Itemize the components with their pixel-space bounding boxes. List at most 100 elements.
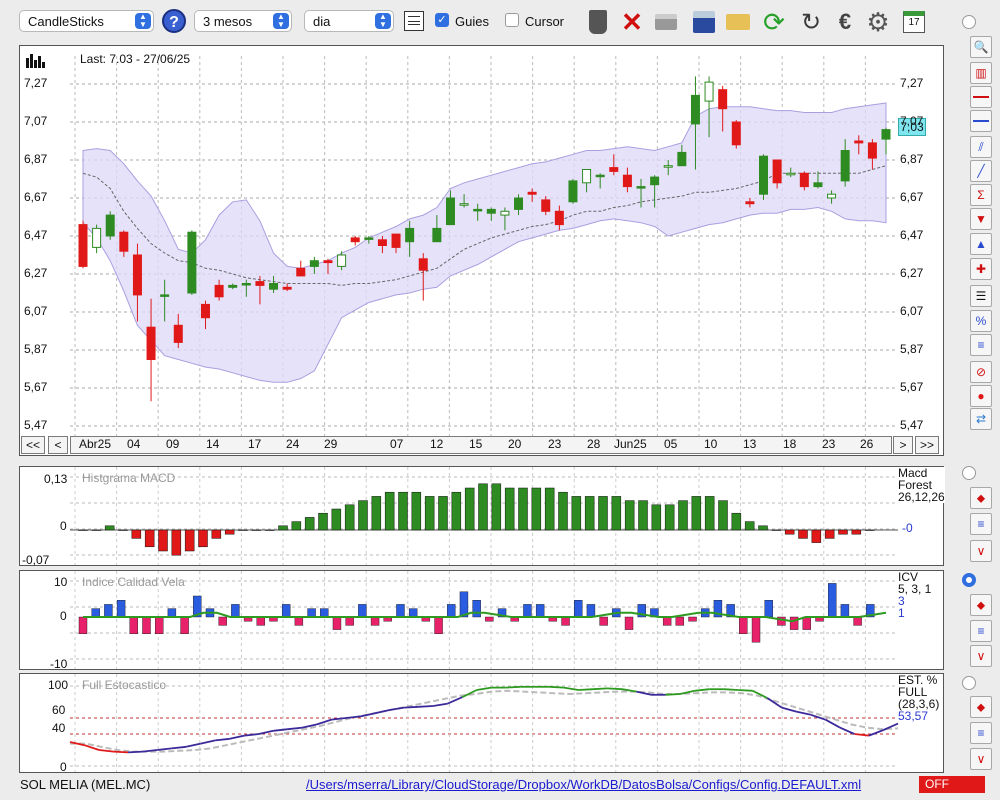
macd-bar [264,529,275,531]
trash-icon[interactable] [584,8,612,36]
folder-open-icon[interactable] [724,8,752,36]
nav-next-button[interactable]: > [893,436,913,454]
macd-bar [251,529,262,531]
stoch-percent-icon[interactable]: ≡ [970,722,992,744]
toolbar: CandleSticks ▲ ▼ ? 3 mesos ▲ ▼ dia ▲ ▼ ✓ Gu… [0,0,1000,44]
candle-body [364,237,374,240]
macd-curve-icon[interactable]: ∨ [970,540,992,562]
icv-radio[interactable] [962,573,976,587]
guides-checkbox[interactable]: ✓ [435,13,449,27]
macd-bar [158,529,168,552]
period-select[interactable]: 3 mesos ▲ ▼ [194,10,292,32]
hline-red-icon[interactable] [970,86,992,108]
fibonacci-icon[interactable]: Σ [970,184,992,206]
euro-icon[interactable]: € [838,9,852,34]
help-icon[interactable]: ? [162,9,186,33]
y-tick-left: 7,07 [24,114,48,128]
stoch-y-0: 0 [60,760,67,774]
save-icon[interactable] [690,8,718,36]
chart-type-value: CandleSticks [28,14,104,29]
swap-icon[interactable]: ⇄ [970,408,992,430]
candles-icon[interactable]: ▥ [970,62,992,84]
stoch-signals-icon[interactable]: ⬥ [970,696,992,718]
stoch-chart[interactable] [20,674,943,772]
candle-body [514,197,524,210]
macd-signals-icon[interactable]: ⬥ [970,487,992,509]
record-icon[interactable]: ● [970,385,992,407]
zoom-icon[interactable]: 🔍 [970,36,992,58]
stoch-k-segment [476,686,492,691]
y-tick-right: 5,87 [900,342,924,356]
icv-bar [408,608,418,618]
stoch-curve-icon[interactable]: ∨ [970,748,992,770]
icv-bar [434,616,443,634]
macd-bar [304,517,315,531]
icv-bar [751,616,761,643]
main-radio[interactable] [962,15,976,29]
delete-icon[interactable]: ✕ [621,6,643,37]
candle-body [405,227,415,243]
stop-icon[interactable]: ⊘ [970,361,992,383]
candle-body [146,326,156,361]
refresh-icon[interactable]: ⟳ [763,6,785,37]
candle-body [609,167,619,172]
interval-select[interactable]: dia ▲ ▼ [304,10,394,32]
icv-curve-icon[interactable]: ∨ [970,645,992,667]
icv-bar [764,600,773,618]
bar-chart-icon[interactable] [26,52,45,68]
macd-chart[interactable] [20,467,943,565]
macd-bar [171,529,182,556]
stoch-radio[interactable] [962,676,976,690]
list-icon[interactable]: ☰ [970,285,992,307]
icv-signals-icon[interactable]: ⬥ [970,594,992,616]
trendline-icon[interactable]: ╱ [970,160,992,182]
y-tick-left: 6,27 [24,266,48,280]
macd-bar [678,500,688,531]
icv-chart[interactable] [20,571,943,669]
macd-bar [518,487,528,531]
x-tick-label: 12 [430,437,444,451]
x-tick-label: 13 [743,437,757,451]
x-tick-label: 07 [390,437,404,451]
buy-sell-icon[interactable]: ✚ [970,258,992,280]
chart-type-select[interactable]: CandleSticks ▲ ▼ [19,10,154,32]
macd-bar [424,496,435,531]
stoch-k-segment [781,706,797,713]
arrow-up-icon[interactable]: ▲ [970,233,992,255]
percent-lines-icon[interactable]: ≡ [970,334,992,356]
reload-icon[interactable]: ↻ [800,8,822,36]
stoch-k-segment [766,697,783,709]
macd-radio[interactable] [962,466,976,480]
gear-icon[interactable]: ⚙ [866,6,890,37]
stoch-k-segment [621,688,637,693]
arrow-down-icon[interactable]: ▼ [970,208,992,230]
nav-last-button[interactable]: >> [915,436,939,454]
stoch-panel: Full Estocastico EST. % FULL (28,3,6) 53… [19,673,944,773]
hline-blue-icon[interactable] [970,110,992,132]
cursor-checkbox[interactable] [505,13,519,27]
stoch-k-segment [171,745,187,750]
macd-bar [371,496,382,531]
icv-bar [154,616,164,634]
macd-percent-icon[interactable]: ≡ [970,513,992,535]
percent-scale-icon[interactable]: % [970,310,992,332]
icv-bar [472,600,481,618]
calendar-icon[interactable]: 17 [900,8,928,36]
config-path-link[interactable]: /Users/mserra/Library/CloudStorage/Dropb… [306,777,862,792]
price-chart[interactable] [20,46,943,455]
stoch-k-segment [883,722,899,731]
channel-icon[interactable]: ⫽ [970,136,992,158]
nav-first-button[interactable]: << [21,436,45,454]
stoch-k-segment [810,713,826,721]
candle-body [867,142,877,159]
icv-value2: 1 [898,606,905,620]
icv-bar [713,600,723,618]
macd-bar [664,504,675,531]
nav-prev-button[interactable]: < [48,436,68,454]
notepad-icon[interactable] [404,11,424,31]
stoch-legend-params: (28,3,6) [898,697,940,711]
off-button[interactable]: OFF [919,776,985,793]
candle-body [881,129,891,140]
icv-percent-icon[interactable]: ≡ [970,620,992,642]
printer-icon[interactable] [652,8,680,36]
